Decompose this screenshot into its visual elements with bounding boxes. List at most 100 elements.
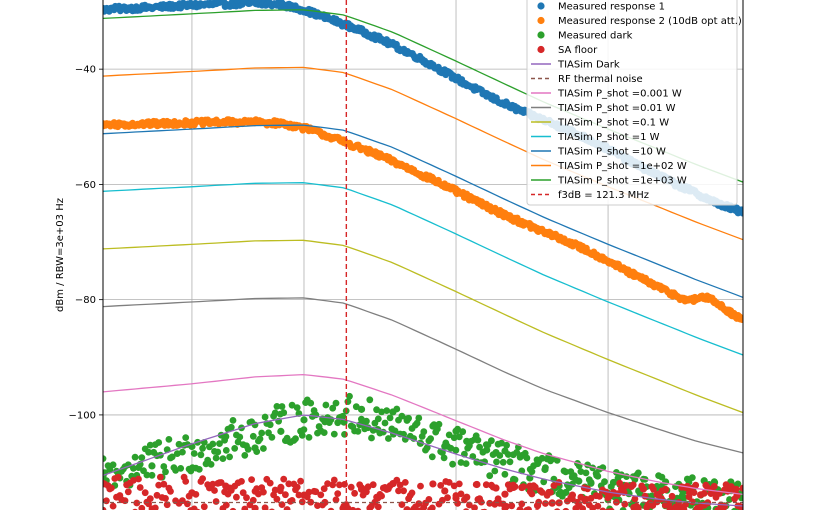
data-point xyxy=(400,487,407,495)
data-point xyxy=(479,448,487,456)
data-point xyxy=(528,490,536,498)
data-point xyxy=(217,479,225,486)
data-point xyxy=(199,475,207,482)
legend-entry: TIASim P_shot =0.1 W xyxy=(531,118,669,129)
data-point xyxy=(739,314,743,322)
data-point xyxy=(579,505,586,510)
legend-entry: TIASim P_shot =10 W xyxy=(531,147,666,158)
data-point xyxy=(222,447,230,454)
series-line xyxy=(103,373,743,496)
data-point xyxy=(153,491,161,499)
data-point xyxy=(212,498,220,505)
data-point xyxy=(489,451,497,458)
data-point xyxy=(516,453,524,461)
data-point xyxy=(293,404,301,411)
data-point xyxy=(569,495,576,503)
data-point xyxy=(577,468,585,475)
data-point xyxy=(482,481,490,489)
data-point xyxy=(374,415,382,423)
data-point xyxy=(103,455,107,462)
data-point xyxy=(177,465,185,472)
data-point xyxy=(172,467,180,474)
data-point xyxy=(320,485,328,493)
data-point xyxy=(528,468,536,475)
data-point xyxy=(339,412,347,420)
y-tick-label: −100 xyxy=(69,410,96,421)
legend-label: TIASim P_shot =0.01 W xyxy=(557,103,676,114)
legend-entry: Measured response 1 xyxy=(537,2,665,13)
data-point xyxy=(450,434,458,442)
data-point xyxy=(383,407,391,414)
series-4 xyxy=(103,414,743,507)
data-point xyxy=(587,494,595,502)
data-point xyxy=(685,493,693,501)
data-point xyxy=(501,470,509,478)
data-point xyxy=(429,480,437,488)
data-point xyxy=(449,460,456,468)
data-point xyxy=(133,499,141,507)
data-point xyxy=(700,489,708,497)
data-point xyxy=(474,436,482,444)
legend-label: TIASim P_shot =1 W xyxy=(557,132,660,143)
data-point xyxy=(558,492,566,500)
series-10 xyxy=(103,124,743,299)
data-point xyxy=(461,496,468,504)
data-point xyxy=(330,476,338,484)
series-9 xyxy=(103,182,743,356)
data-point xyxy=(408,489,416,497)
data-point xyxy=(726,496,733,503)
data-point xyxy=(261,504,269,510)
data-point xyxy=(248,476,256,483)
series-line xyxy=(103,239,743,414)
data-point xyxy=(506,458,514,466)
data-point xyxy=(288,401,296,409)
data-point xyxy=(525,506,532,510)
data-point xyxy=(192,491,200,498)
legend-entry: TIASim P_shot =0.001 W xyxy=(531,89,682,100)
data-point xyxy=(393,405,401,413)
data-point xyxy=(368,434,375,442)
data-point xyxy=(268,433,276,441)
data-point xyxy=(249,432,257,440)
data-point xyxy=(386,414,394,422)
data-point xyxy=(148,471,156,479)
data-point xyxy=(608,507,615,510)
data-point xyxy=(151,504,159,510)
data-point xyxy=(199,444,207,452)
data-point xyxy=(503,441,510,449)
data-point xyxy=(332,496,340,504)
data-point xyxy=(280,475,288,483)
data-point xyxy=(450,482,458,490)
data-point xyxy=(455,433,463,441)
data-point xyxy=(452,446,460,454)
data-point xyxy=(577,493,585,501)
data-point xyxy=(165,436,173,443)
data-point xyxy=(280,409,288,417)
data-point xyxy=(457,490,465,498)
data-point xyxy=(594,472,602,480)
data-point xyxy=(130,464,137,472)
data-point xyxy=(285,480,293,488)
data-point xyxy=(293,483,301,491)
data-point xyxy=(261,413,269,421)
data-point xyxy=(298,432,306,439)
data-point xyxy=(658,473,666,481)
data-point xyxy=(364,483,372,491)
data-point xyxy=(366,396,374,404)
data-point xyxy=(378,408,385,416)
data-point xyxy=(182,434,190,441)
data-point xyxy=(329,404,337,412)
series-6 xyxy=(103,373,743,496)
data-point xyxy=(491,467,499,475)
data-point xyxy=(444,494,451,502)
data-point xyxy=(538,454,546,462)
legend-entry: TIASim P_shot =1e+03 W xyxy=(531,176,687,187)
data-point xyxy=(175,440,183,448)
data-point xyxy=(143,471,151,479)
data-point xyxy=(680,494,688,502)
series-0 xyxy=(103,0,743,217)
data-point xyxy=(417,482,424,490)
data-point xyxy=(243,494,250,502)
data-point xyxy=(155,439,163,446)
